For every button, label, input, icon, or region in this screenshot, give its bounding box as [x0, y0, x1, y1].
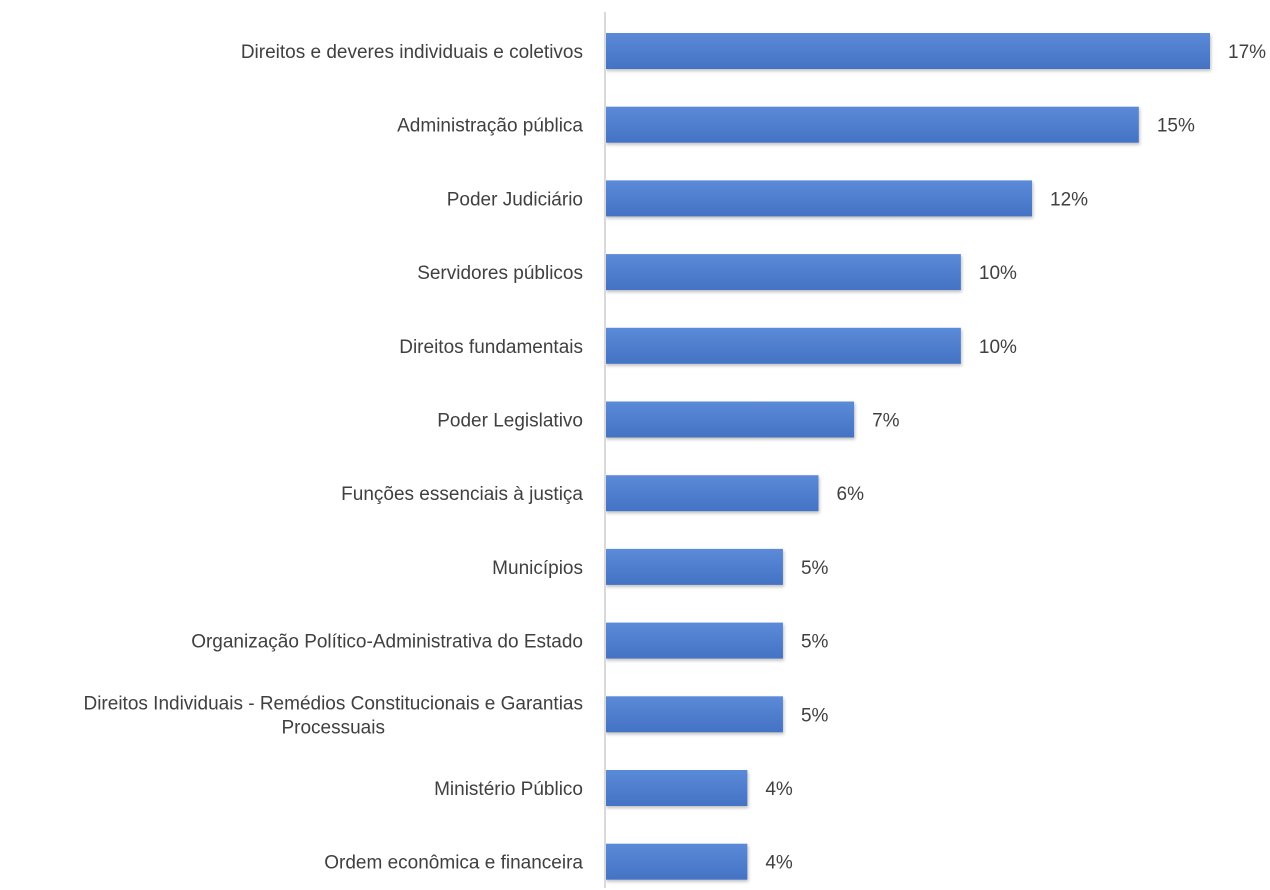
bar — [605, 33, 1210, 69]
bar — [605, 843, 748, 880]
bar — [605, 327, 961, 364]
bar — [605, 475, 819, 512]
category-label: Municípios — [492, 558, 583, 579]
value-label: 7% — [872, 411, 900, 432]
value-label: 10% — [979, 263, 1017, 284]
value-label: 5% — [801, 705, 829, 726]
category-label: Poder Judiciário — [447, 189, 583, 210]
category-label: Direitos Individuais - Remédios Constitu… — [83, 693, 583, 738]
bar — [605, 254, 961, 291]
bar — [605, 770, 748, 806]
category-label: Ministério Público — [434, 779, 583, 800]
value-labels: 17% 15% 12% 10% 10% 7% 6% 5% 5% 5% 4% 4% — [765, 42, 1266, 874]
bar — [605, 401, 855, 438]
category-labels: Direitos e deveres individuais e coletiv… — [83, 42, 583, 874]
bar — [605, 548, 783, 585]
bar — [605, 696, 783, 733]
value-label: 5% — [801, 558, 829, 579]
value-label: 4% — [765, 779, 793, 800]
category-label: Ordem econômica e financeira — [324, 853, 583, 874]
category-label: Funções essenciais à justiça — [341, 484, 583, 505]
category-label: Poder Legislativo — [437, 411, 583, 432]
category-label: Organização Político-Administrativa do E… — [191, 632, 583, 653]
category-label: Servidores públicos — [417, 263, 583, 284]
value-label: 6% — [837, 484, 865, 505]
bar — [605, 106, 1139, 143]
value-label: 10% — [979, 337, 1017, 358]
value-label: 12% — [1050, 189, 1088, 210]
category-label: Direitos fundamentais — [399, 337, 583, 358]
category-label: Administração pública — [397, 116, 583, 137]
value-label: 15% — [1157, 116, 1195, 137]
bars-layer — [605, 33, 1210, 880]
value-label: 4% — [765, 853, 793, 874]
bar — [605, 622, 783, 659]
value-label: 17% — [1228, 42, 1266, 63]
bar — [605, 180, 1033, 217]
value-label: 5% — [801, 632, 829, 653]
category-label: Direitos e deveres individuais e coletiv… — [241, 42, 583, 63]
